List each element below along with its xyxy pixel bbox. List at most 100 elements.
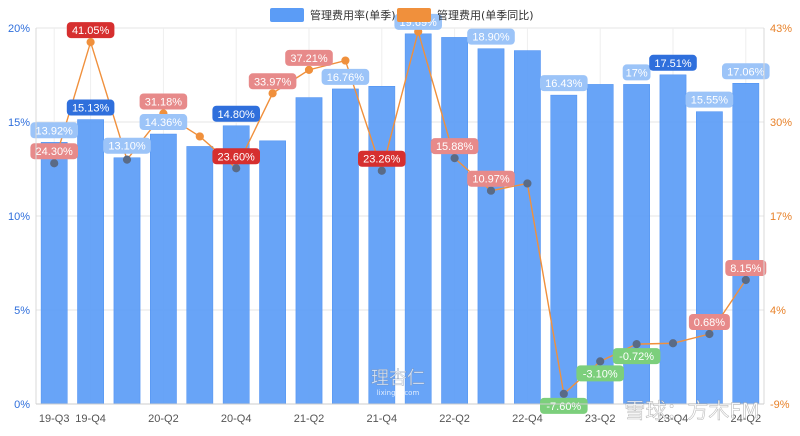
line-data-label-bg xyxy=(358,150,406,167)
axes: 0% 5% 10% 15% 20% -9% 4% 17% 30% 43% 19-Q3 19-Q4 20-… xyxy=(8,23,792,425)
bar-data-label: 17.51% xyxy=(654,58,692,70)
x-tick-label: 20-Q2 xyxy=(148,413,179,425)
line-data-label-bg xyxy=(285,49,333,66)
data-labels: 13.92%15.13%13.10%14.36%14.80%16.76%19.6… xyxy=(30,13,770,414)
left-tick-label: 5% xyxy=(14,305,30,317)
line-point xyxy=(304,65,314,74)
bar xyxy=(514,50,541,405)
line-point xyxy=(50,159,59,168)
right-tick-label: 30% xyxy=(770,117,792,129)
line-data-label-bg xyxy=(725,259,767,276)
line-point xyxy=(450,154,459,163)
line-point xyxy=(377,166,386,175)
line-point xyxy=(632,340,641,349)
bar xyxy=(404,33,432,405)
bar-data-label-bg xyxy=(212,105,260,122)
bar-data-label: 17.06% xyxy=(727,66,765,78)
bar-data-label: 13.10% xyxy=(108,141,146,153)
grid-lines xyxy=(36,27,764,405)
legend-line-swatch xyxy=(397,8,431,22)
bar-data-label-bg xyxy=(722,63,770,80)
watermark-corner: 雪球：方木FM xyxy=(624,399,759,423)
bar xyxy=(732,83,760,405)
line-data-label-bg xyxy=(66,22,115,39)
x-tick-label: 19-Q4 xyxy=(75,413,106,425)
bar-data-label: 16.76% xyxy=(327,72,365,84)
x-tick-label: 22-Q2 xyxy=(439,413,470,425)
bar xyxy=(586,84,614,405)
line-data-label: 23.26% xyxy=(363,154,401,166)
bar xyxy=(332,88,359,405)
bar-data-label-bg xyxy=(622,64,651,81)
line-data-label-bg xyxy=(612,348,661,365)
legend-bar-swatch xyxy=(270,8,304,22)
bar-data-label-bg xyxy=(66,99,115,116)
line-data-label: 37.21% xyxy=(290,53,328,65)
bar xyxy=(295,97,323,405)
bar xyxy=(77,119,104,405)
line-point xyxy=(341,56,350,65)
bar xyxy=(150,133,177,405)
x-tick-label: 19-Q3 xyxy=(39,413,70,425)
line-point xyxy=(232,164,241,173)
line-data-label: -0.72% xyxy=(619,351,654,363)
line-data-label-bg xyxy=(430,138,479,155)
x-tick-label: 22-Q4 xyxy=(512,413,543,425)
left-tick-label: 0% xyxy=(14,399,30,411)
bar-data-label-bg xyxy=(649,54,697,71)
line-point xyxy=(596,357,605,366)
bar-data-label: 18.90% xyxy=(472,32,510,44)
line-point xyxy=(741,275,750,285)
line-point xyxy=(668,339,678,348)
bar-data-label-bg xyxy=(139,114,188,131)
x-tick-label: 23-Q4 xyxy=(658,413,689,425)
x-tick-label: 21-Q2 xyxy=(294,413,325,425)
bar-data-label-bg xyxy=(540,75,588,92)
bar-data-label: 15.55% xyxy=(691,95,729,107)
line-data-label-bg xyxy=(540,397,588,414)
line-data-label: 31.18% xyxy=(145,96,183,108)
line-data-label: 10.97% xyxy=(472,174,510,186)
bar-data-label-bg xyxy=(103,137,151,154)
line-point xyxy=(486,186,496,195)
bar xyxy=(441,37,468,405)
watermark-center-sub: lixinger.com xyxy=(377,389,420,397)
line-point xyxy=(122,155,132,164)
legend-line-label[interactable]: 管理费用(单季同比) xyxy=(437,8,534,22)
line-point xyxy=(559,389,568,398)
x-tick-label: 21-Q4 xyxy=(367,413,398,425)
bar-data-label: 15.13% xyxy=(72,103,110,115)
legend[interactable]: 管理费用率(单季) 管理费用(单季同比) xyxy=(270,8,534,22)
bar xyxy=(113,157,141,405)
bar xyxy=(40,142,68,405)
line-data-label-bg xyxy=(248,73,297,90)
watermarks: 理杏仁 lixinger.com 雪球：方木FM xyxy=(371,368,760,424)
line-data-label-bg xyxy=(467,170,515,187)
line-data-label: 41.05% xyxy=(72,25,110,37)
legend-bar-label[interactable]: 管理费用率(单季) xyxy=(310,8,396,22)
line-data-label-bg xyxy=(576,365,624,382)
line-data-label: 15.88% xyxy=(436,141,474,153)
right-tick-label: 17% xyxy=(770,211,792,223)
line-data-label: 0.68% xyxy=(694,317,725,329)
bar-data-label: 13.92% xyxy=(36,125,74,137)
bar-data-label: 16.43% xyxy=(545,78,583,90)
bar-data-label: 17% xyxy=(626,67,648,79)
bar xyxy=(550,94,578,405)
line-point xyxy=(705,329,714,339)
line-point xyxy=(195,132,204,141)
line-data-label-bg xyxy=(212,148,260,165)
bar xyxy=(696,111,723,405)
left-tick-label: 10% xyxy=(8,211,30,223)
bar-data-label: 14.36% xyxy=(145,117,183,129)
x-tick-label: 24-Q2 xyxy=(731,413,762,425)
line-point xyxy=(86,38,95,47)
left-tick-label: 15% xyxy=(8,117,30,129)
bar-data-label-bg xyxy=(30,122,78,139)
line-data-label: 23.60% xyxy=(218,151,256,163)
left-tick-label: 20% xyxy=(8,23,30,35)
bar-data-label-bg xyxy=(685,91,734,108)
bar xyxy=(186,146,214,405)
right-tick-label: -9% xyxy=(770,399,790,411)
bar xyxy=(477,48,505,405)
